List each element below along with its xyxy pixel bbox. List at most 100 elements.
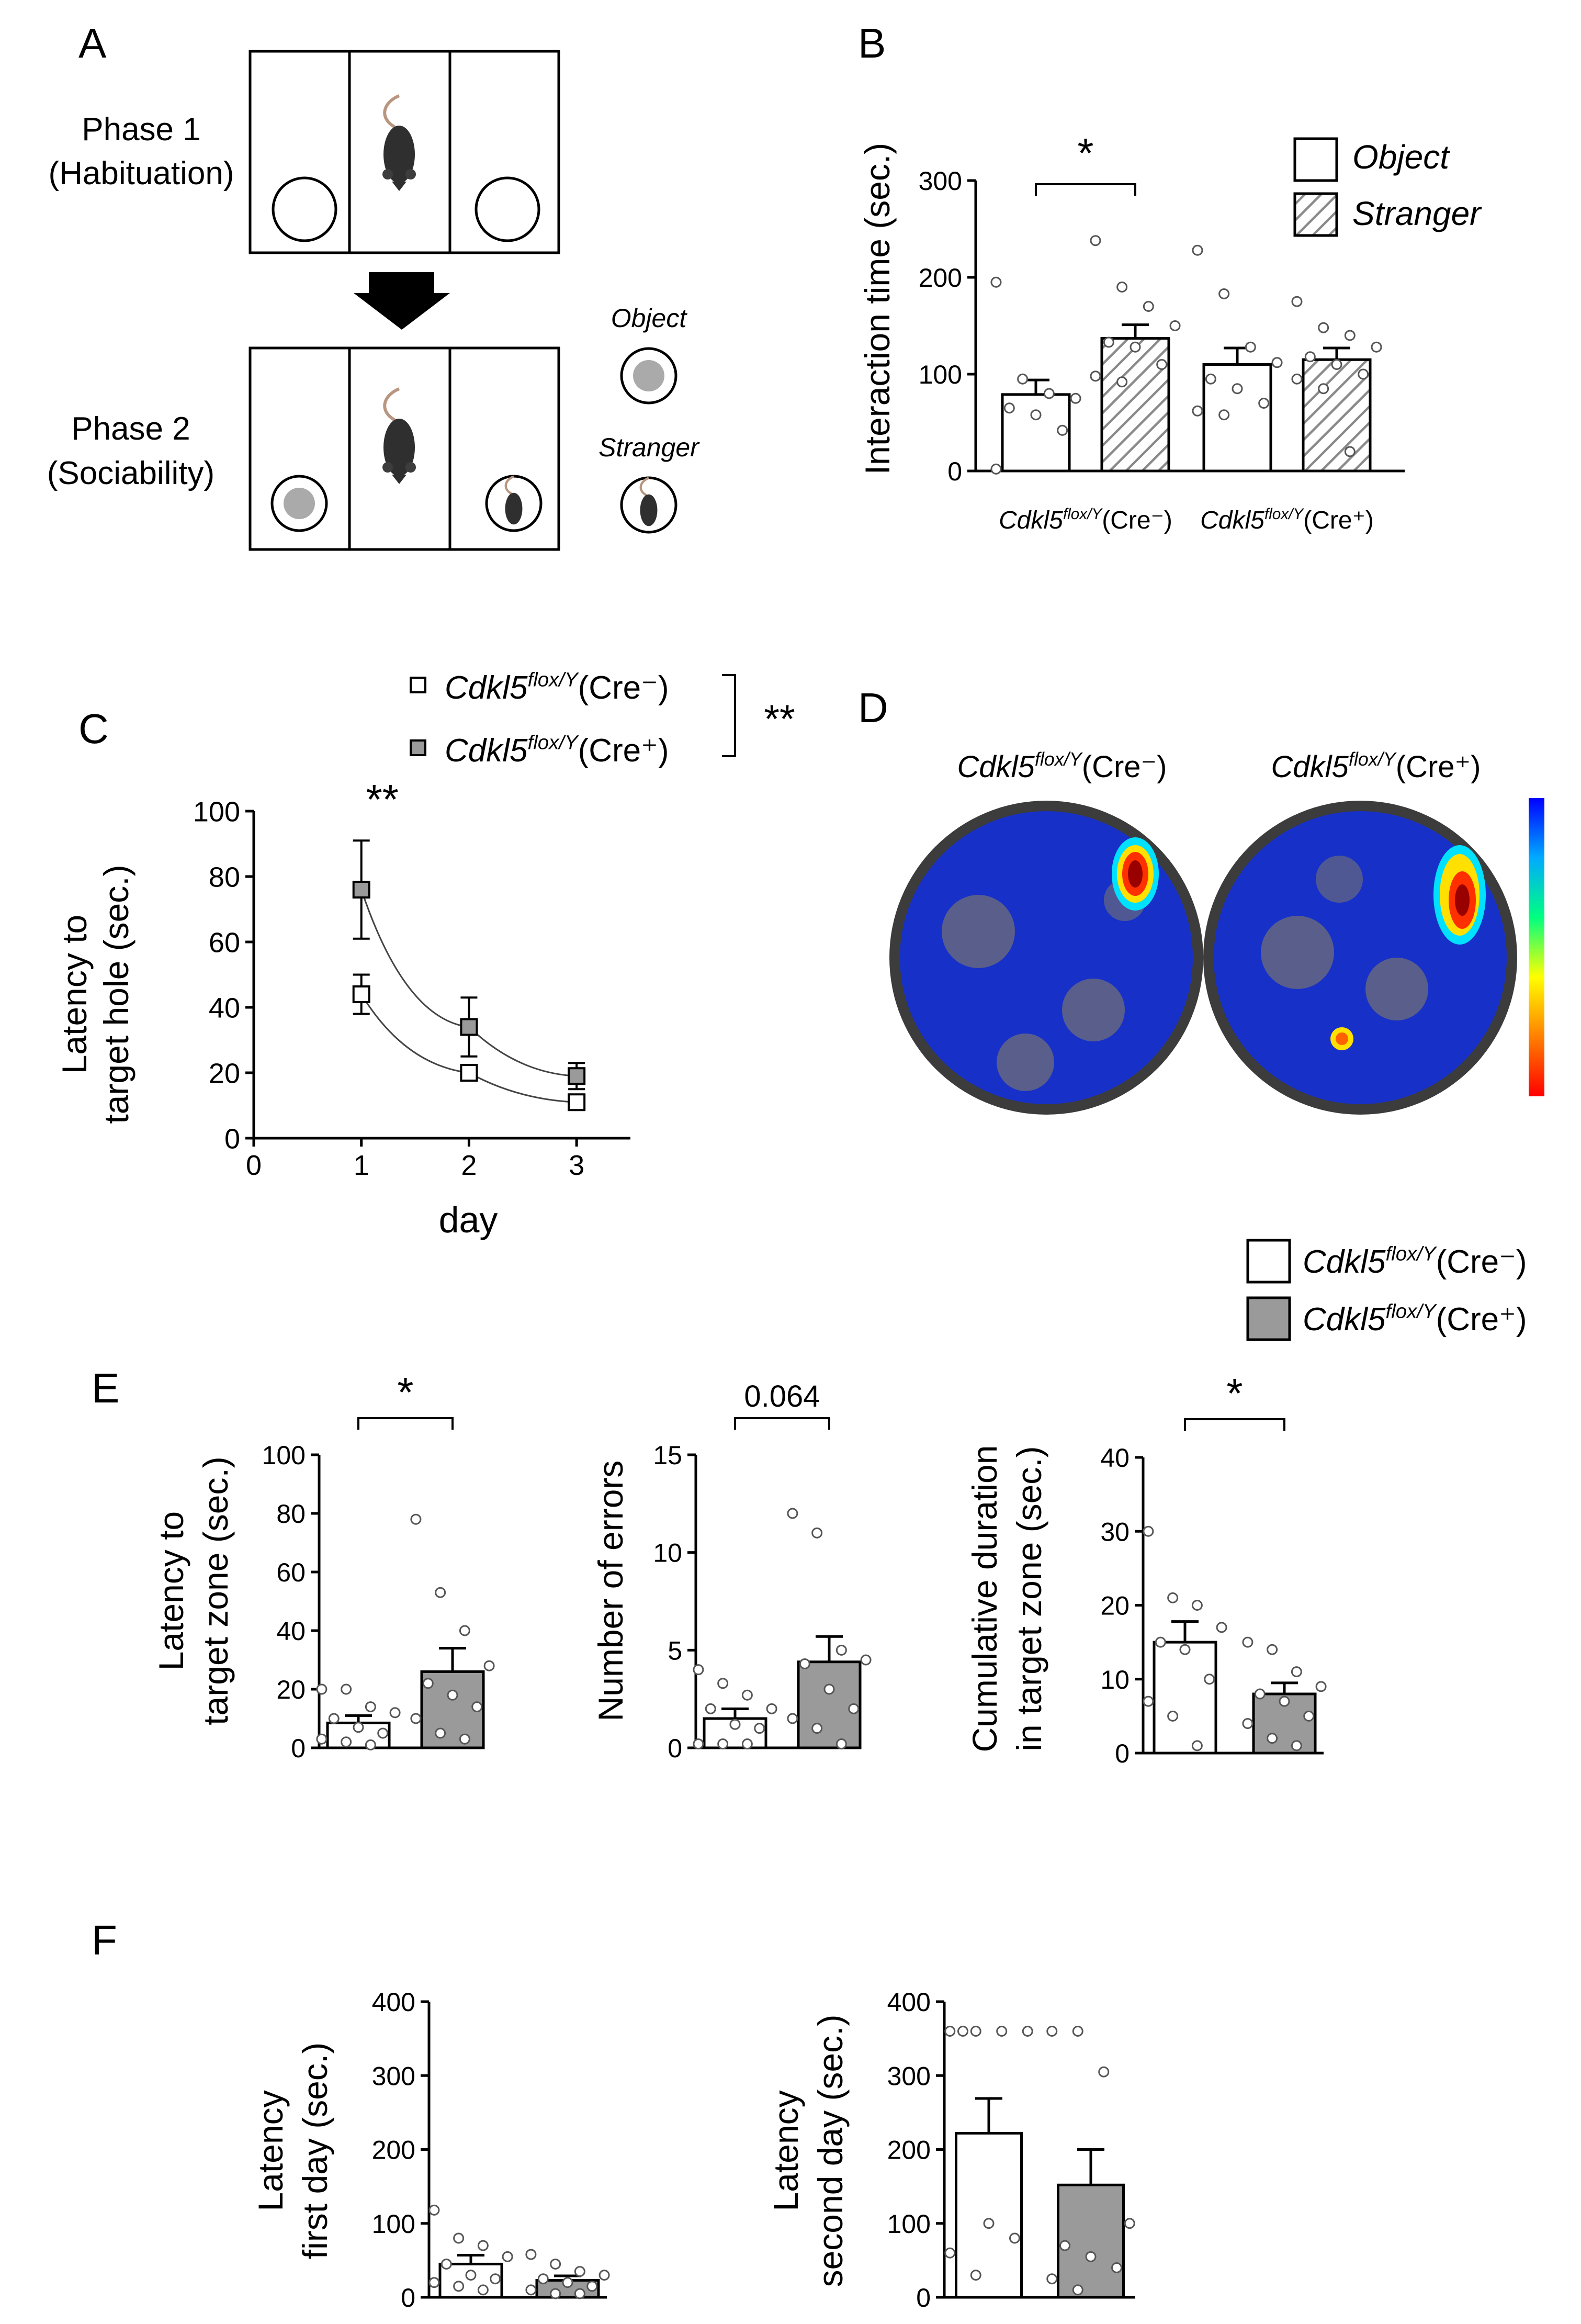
data-point bbox=[1059, 2240, 1070, 2251]
phase2-arena bbox=[249, 346, 560, 551]
significance-bracket bbox=[1035, 183, 1136, 196]
data-point bbox=[1204, 1674, 1215, 1685]
data-point bbox=[1046, 2026, 1058, 2037]
data-point bbox=[459, 1733, 470, 1745]
y-axis-label: Latency bbox=[766, 2090, 805, 2211]
y-tick-label: 40 bbox=[276, 1616, 306, 1646]
significance-bracket bbox=[357, 1417, 454, 1430]
y-tick-label: 20 bbox=[276, 1675, 306, 1704]
data-point bbox=[410, 1513, 422, 1525]
legend-label-cre-pos: Cdkl5flox/Y(Cre⁺) bbox=[1303, 1300, 1527, 1338]
data-point bbox=[471, 1701, 483, 1713]
data-point bbox=[835, 1644, 847, 1656]
data-point bbox=[811, 1723, 823, 1734]
y-tick-label: 80 bbox=[209, 861, 240, 893]
data-point bbox=[1218, 288, 1230, 299]
panel-d-heatmaps: Cdkl5flox/Y(Cre⁻) Cdkl5flox/Y(Cre⁺) bbox=[889, 748, 1544, 1115]
data-point bbox=[365, 1701, 376, 1713]
data-point bbox=[766, 1703, 777, 1714]
legend-label-stranger: Stranger bbox=[1352, 195, 1482, 232]
legend-label-object: Object bbox=[1352, 138, 1450, 176]
data-point bbox=[1167, 1710, 1179, 1722]
data-point bbox=[1098, 2066, 1110, 2078]
data-point bbox=[1291, 1740, 1302, 1752]
heatmap-cre-neg bbox=[889, 801, 1203, 1115]
data-point bbox=[1130, 341, 1141, 353]
y-tick-label: 20 bbox=[1100, 1591, 1130, 1621]
data-point bbox=[1057, 424, 1068, 436]
data-point bbox=[1022, 2026, 1033, 2037]
panel-label-a: A bbox=[78, 20, 107, 66]
legend-swatch-stranger bbox=[1293, 192, 1338, 237]
y-tick-label: 0 bbox=[401, 2283, 415, 2312]
data-point bbox=[1143, 1525, 1154, 1537]
data-point bbox=[483, 1660, 495, 1671]
data-point bbox=[1267, 1644, 1278, 1655]
heatmap-cre-pos bbox=[1203, 801, 1517, 1115]
data-point bbox=[1085, 2251, 1097, 2262]
y-tick-label: 10 bbox=[1100, 1665, 1130, 1694]
y-tick-label: 300 bbox=[919, 166, 962, 196]
data-point bbox=[453, 2232, 465, 2244]
data-point bbox=[377, 1727, 389, 1739]
y-axis-label: Cumulative duration bbox=[965, 1445, 1004, 1753]
data-point bbox=[435, 1587, 446, 1598]
data-point bbox=[1072, 2026, 1083, 2037]
data-point bbox=[1267, 1733, 1278, 1744]
object-legend-label: Object bbox=[611, 304, 688, 333]
chart-f2-second-day: 0 100 200 300 400 Latency second day (sec.) bbox=[766, 1988, 1135, 2312]
data-point bbox=[1291, 1666, 1302, 1678]
data-point bbox=[1291, 373, 1303, 385]
data-point bbox=[1143, 301, 1154, 312]
data-point bbox=[316, 1733, 328, 1745]
significance-group: ** bbox=[764, 697, 795, 742]
y-tick-label: 0 bbox=[224, 1123, 240, 1154]
x-group-label: Cdkl5flox/Y(Cre⁻) bbox=[999, 506, 1172, 534]
y-axis-label: Latency to bbox=[152, 1511, 190, 1671]
y-tick-label: 60 bbox=[276, 1558, 306, 1587]
panel-a-schematic: Phase 1 (Habituation) Phase 2 (Sociabili… bbox=[47, 50, 700, 551]
data-point bbox=[410, 1713, 422, 1724]
data-point bbox=[586, 2281, 598, 2292]
data-point bbox=[944, 2026, 956, 2037]
chart-e1-latency-zone: 0 20 40 60 80 100 * Latency to target zone (sec.… bbox=[152, 1369, 495, 1763]
y-tick-label: 40 bbox=[1100, 1443, 1130, 1473]
mouse-icon bbox=[382, 387, 416, 484]
data-point bbox=[729, 1719, 741, 1730]
significance-label: * bbox=[397, 1369, 413, 1416]
data-point bbox=[1090, 235, 1101, 246]
data-point bbox=[996, 2026, 1008, 2037]
data-point bbox=[1070, 392, 1081, 404]
data-point bbox=[787, 1713, 798, 1724]
data-point bbox=[428, 2277, 440, 2288]
y-axis-label: Latency bbox=[251, 2090, 290, 2211]
y-tick-label: 60 bbox=[209, 927, 240, 958]
data-point bbox=[1103, 336, 1114, 348]
data-point bbox=[465, 2270, 477, 2281]
y-tick-label: 100 bbox=[887, 2209, 931, 2239]
data-marker bbox=[460, 1064, 478, 1082]
data-marker bbox=[352, 985, 370, 1003]
bar-cre-neg bbox=[955, 2131, 1023, 2299]
data-point bbox=[1242, 1718, 1253, 1729]
significance-label: 0.064 bbox=[744, 1379, 820, 1413]
y-tick-label: 0 bbox=[291, 1734, 306, 1763]
data-point bbox=[741, 1738, 753, 1750]
data-point bbox=[1191, 1740, 1203, 1752]
y-axis-label: in target zone (sec.) bbox=[1010, 1446, 1048, 1751]
chart-e3-duration: 0 10 20 30 40 * Cumulative duration in target z… bbox=[965, 1370, 1327, 1768]
y-tick-label: 300 bbox=[372, 2061, 415, 2091]
legend-marker-cre-pos bbox=[410, 739, 426, 756]
significance-label: * bbox=[1226, 1370, 1243, 1417]
phase1-arena bbox=[249, 50, 560, 254]
significance-bracket bbox=[734, 1417, 830, 1430]
panel-label-c: C bbox=[78, 705, 109, 752]
data-point bbox=[1279, 1696, 1290, 1707]
y-tick-label: 0 bbox=[668, 1734, 682, 1763]
y-tick-label: 0 bbox=[916, 2283, 931, 2312]
phase1-cup-right bbox=[475, 176, 540, 242]
y-axis-label: first day (sec.) bbox=[296, 2042, 334, 2259]
legend-label-cre-pos: Cdkl5flox/Y(Cre⁺) bbox=[445, 731, 669, 769]
data-point bbox=[1242, 1636, 1253, 1648]
